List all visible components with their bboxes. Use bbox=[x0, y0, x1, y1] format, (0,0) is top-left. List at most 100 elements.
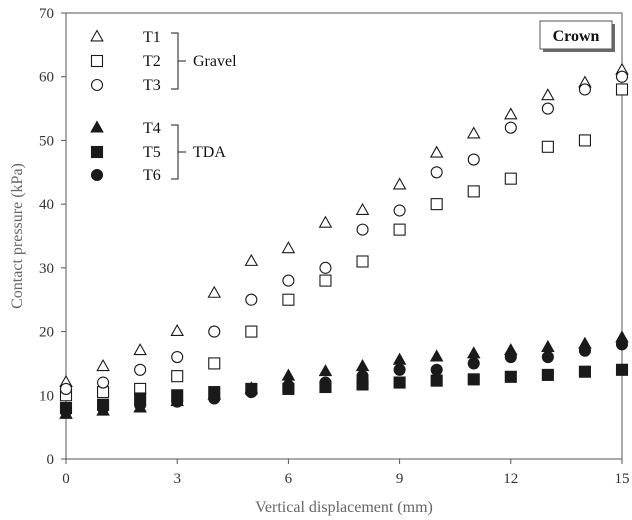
legend-label-t3: T3 bbox=[143, 77, 161, 94]
data-point-t3 bbox=[134, 363, 147, 376]
data-point-t3 bbox=[467, 153, 480, 166]
data-point-t6 bbox=[282, 379, 295, 392]
data-point-t5 bbox=[393, 376, 406, 389]
data-point-t6 bbox=[208, 392, 221, 405]
data-point-t1 bbox=[392, 177, 407, 190]
data-point-t3 bbox=[393, 204, 406, 217]
data-point-t1 bbox=[207, 285, 222, 298]
x-tick-label: 3 bbox=[173, 471, 181, 487]
data-point-t1 bbox=[281, 241, 296, 254]
legend-marker-t4 bbox=[90, 120, 104, 133]
badge-box bbox=[539, 20, 613, 50]
series-t3 bbox=[59, 70, 629, 395]
data-point-t4 bbox=[429, 349, 444, 362]
data-point-t1 bbox=[170, 323, 184, 337]
plot-area bbox=[65, 12, 623, 460]
y-tick-label: 0 bbox=[47, 452, 55, 468]
plot-border bbox=[65, 12, 623, 460]
data-point-t2 bbox=[245, 325, 258, 338]
y-tick-label: 70 bbox=[39, 6, 54, 22]
legend-marker-t6 bbox=[90, 168, 104, 182]
legend-group-gravel: Gravel bbox=[193, 53, 237, 70]
x-tick-label: 12 bbox=[503, 471, 518, 487]
y-axis-title: Contact pressure (kPa) bbox=[9, 163, 26, 309]
data-point-t2 bbox=[171, 370, 184, 383]
x-tick-label: 6 bbox=[285, 471, 293, 487]
x-tick-label: 15 bbox=[615, 471, 630, 487]
series-t1 bbox=[59, 62, 629, 387]
data-point-t5 bbox=[578, 365, 591, 378]
data-point-t6 bbox=[59, 405, 73, 418]
data-point-t1 bbox=[504, 107, 518, 120]
legend-label-t5: T5 bbox=[143, 144, 161, 161]
legend-marker-t5 bbox=[90, 145, 104, 159]
legend-marker-t2 bbox=[90, 54, 104, 68]
data-point-t6 bbox=[319, 376, 332, 389]
legend-label-t1: T1 bbox=[143, 29, 161, 46]
data-point-t2 bbox=[578, 134, 591, 147]
data-point-t6 bbox=[245, 386, 258, 399]
legend: T1 T2 T3 T4 T5 T6 Gravel TDA bbox=[90, 29, 237, 184]
data-point-t4 bbox=[392, 352, 407, 365]
legend-label-t6: T6 bbox=[143, 167, 161, 184]
data-point-t4 bbox=[281, 368, 296, 381]
data-point-t6 bbox=[467, 357, 480, 370]
data-point-t6 bbox=[171, 395, 184, 408]
data-point-t4 bbox=[318, 364, 333, 377]
data-point-t1 bbox=[429, 145, 444, 158]
data-point-t3 bbox=[97, 376, 110, 389]
data-point-t3 bbox=[319, 261, 332, 274]
legend-label-t4: T4 bbox=[143, 120, 161, 137]
data-point-t6 bbox=[578, 344, 591, 357]
data-point-t6 bbox=[134, 398, 147, 411]
legend-group-bracket bbox=[171, 124, 186, 180]
data-points bbox=[59, 62, 629, 419]
data-point-t4 bbox=[541, 339, 555, 352]
data-point-t1 bbox=[355, 202, 370, 215]
data-point-t5 bbox=[504, 370, 517, 383]
data-point-t3 bbox=[208, 325, 221, 338]
y-tick-label: 60 bbox=[39, 70, 54, 86]
data-point-t5 bbox=[615, 363, 629, 376]
x-tick-label: 9 bbox=[396, 471, 404, 487]
legend-group-bracket bbox=[171, 32, 186, 90]
data-point-t2 bbox=[467, 185, 480, 198]
y-tick-label: 30 bbox=[39, 261, 54, 277]
data-point-t3 bbox=[541, 102, 554, 115]
data-point-t6 bbox=[615, 338, 629, 351]
data-point-t6 bbox=[97, 401, 110, 415]
series-t6 bbox=[59, 338, 629, 418]
data-point-t6 bbox=[356, 370, 369, 383]
data-point-t6 bbox=[504, 351, 517, 364]
data-point-t5 bbox=[467, 373, 480, 386]
y-tick-label: 40 bbox=[39, 197, 54, 213]
axis-ticks: 0 3 6 9 12 15 0 10 20 30 40 50 60 70 bbox=[39, 6, 630, 487]
data-point-t3 bbox=[430, 166, 443, 179]
data-point-t2 bbox=[356, 255, 369, 268]
data-point-t3 bbox=[578, 83, 591, 96]
data-point-t3 bbox=[615, 70, 629, 83]
data-point-t4 bbox=[355, 358, 370, 372]
data-point-t3 bbox=[356, 223, 369, 236]
data-point-t1 bbox=[466, 126, 481, 139]
legend-label-t2: T2 bbox=[143, 53, 161, 70]
data-point-t2 bbox=[541, 140, 554, 153]
data-point-t3 bbox=[504, 121, 517, 134]
data-point-t5 bbox=[541, 368, 554, 381]
data-point-t2 bbox=[504, 172, 517, 185]
data-point-t1 bbox=[133, 343, 147, 356]
legend-group-tda: TDA bbox=[193, 144, 226, 161]
data-point-t6 bbox=[430, 363, 443, 376]
data-point-t4 bbox=[466, 346, 481, 359]
series-t2 bbox=[59, 83, 629, 402]
data-point-t3 bbox=[59, 382, 73, 395]
data-point-t5 bbox=[430, 374, 443, 387]
data-point-t1 bbox=[541, 88, 555, 101]
legend-marker-t3 bbox=[90, 78, 104, 92]
data-point-t1 bbox=[96, 358, 110, 372]
badge-label: Crown bbox=[553, 28, 600, 45]
data-point-t2 bbox=[319, 274, 332, 287]
data-point-t1 bbox=[318, 215, 333, 228]
